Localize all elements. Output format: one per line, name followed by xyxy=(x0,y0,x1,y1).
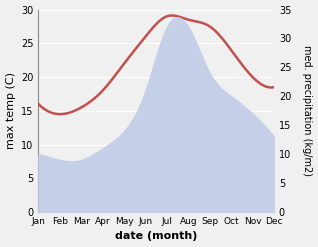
Y-axis label: med. precipitation (kg/m2): med. precipitation (kg/m2) xyxy=(302,45,313,176)
Y-axis label: max temp (C): max temp (C) xyxy=(5,72,16,149)
X-axis label: date (month): date (month) xyxy=(115,231,197,242)
